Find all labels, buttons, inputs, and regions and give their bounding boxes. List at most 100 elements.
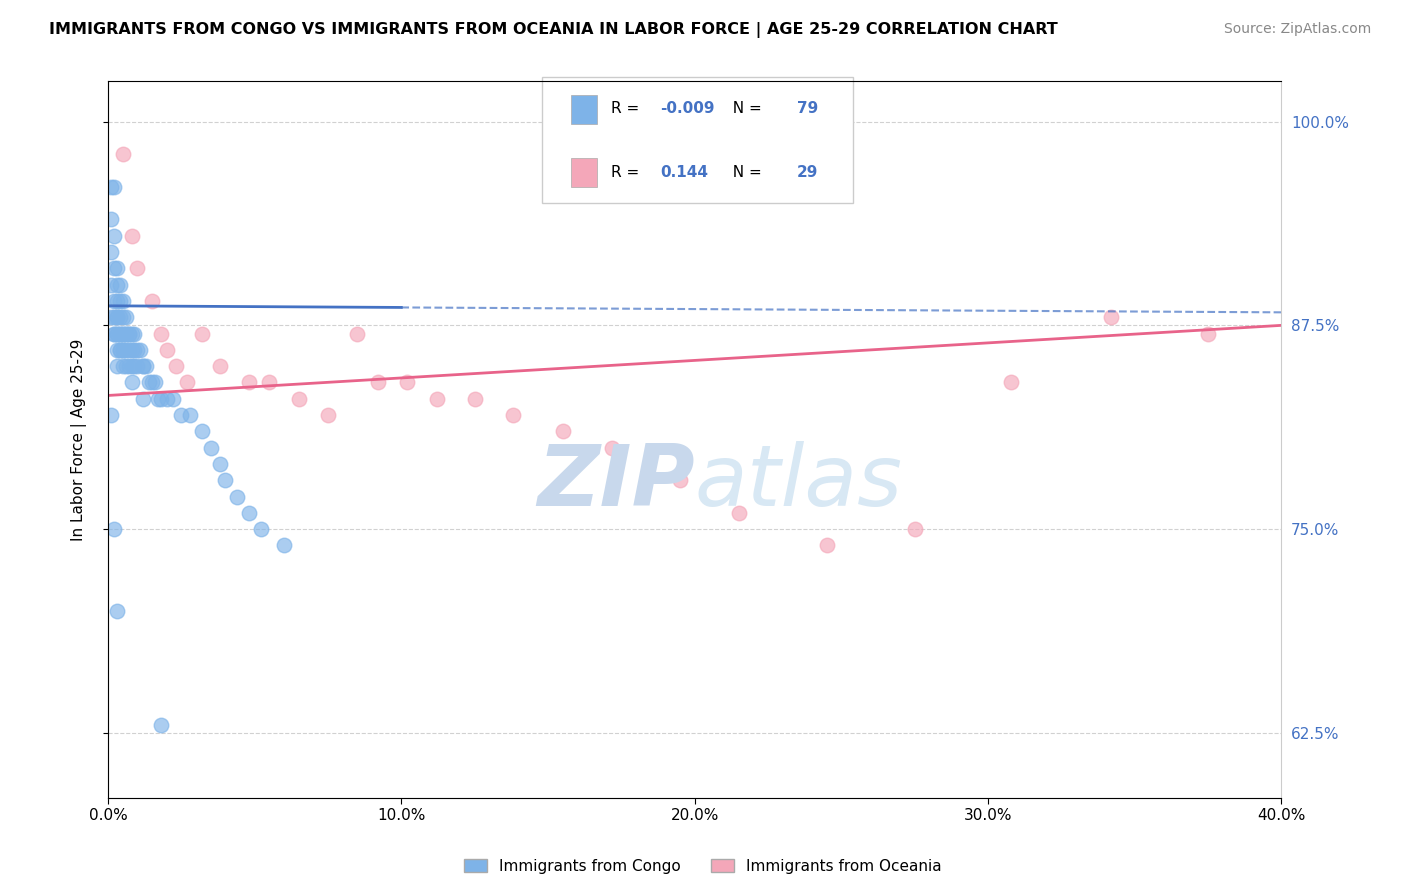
Point <box>176 376 198 390</box>
Point <box>425 392 447 406</box>
Text: 79: 79 <box>797 101 818 116</box>
Bar <box>571 159 598 187</box>
Point <box>132 359 155 373</box>
Point <box>111 310 134 325</box>
Point <box>238 376 260 390</box>
Point <box>105 343 128 357</box>
Point <box>156 392 179 406</box>
Point <box>208 359 231 373</box>
Point <box>141 376 163 390</box>
Point <box>103 522 125 536</box>
Text: 29: 29 <box>797 165 818 180</box>
Point <box>111 293 134 308</box>
Point <box>273 538 295 552</box>
Point <box>103 228 125 243</box>
Point <box>226 490 249 504</box>
Point <box>111 326 134 341</box>
Point <box>162 392 184 406</box>
Point <box>346 326 368 341</box>
Point <box>124 359 146 373</box>
Point <box>105 310 128 325</box>
Point <box>100 277 122 292</box>
Point <box>165 359 187 373</box>
Text: N =: N = <box>723 165 766 180</box>
Point <box>111 343 134 357</box>
Point <box>105 310 128 325</box>
Point <box>156 343 179 357</box>
Point <box>103 326 125 341</box>
Point <box>121 343 143 357</box>
Point <box>114 326 136 341</box>
Point <box>103 179 125 194</box>
Text: R =: R = <box>612 165 644 180</box>
Point <box>105 261 128 276</box>
Point <box>214 473 236 487</box>
Point <box>502 408 524 422</box>
Point <box>287 392 309 406</box>
Point <box>121 376 143 390</box>
Point <box>1000 376 1022 390</box>
Point <box>127 261 149 276</box>
Point <box>602 441 624 455</box>
Point <box>114 326 136 341</box>
Point <box>100 212 122 227</box>
Point <box>135 359 157 373</box>
Point <box>396 376 419 390</box>
Point <box>111 343 134 357</box>
Point <box>114 359 136 373</box>
Text: Source: ZipAtlas.com: Source: ZipAtlas.com <box>1223 22 1371 37</box>
Point <box>367 376 389 390</box>
Point <box>103 293 125 308</box>
Point <box>111 359 134 373</box>
Point <box>127 359 149 373</box>
Point <box>146 392 169 406</box>
Point <box>464 392 486 406</box>
Point <box>124 343 146 357</box>
Point <box>259 376 281 390</box>
Point <box>105 326 128 341</box>
Point <box>143 376 166 390</box>
Point <box>100 310 122 325</box>
Point <box>100 245 122 260</box>
Point <box>208 457 231 471</box>
Legend: Immigrants from Congo, Immigrants from Oceania: Immigrants from Congo, Immigrants from O… <box>458 853 948 880</box>
Point <box>108 326 131 341</box>
Point <box>105 604 128 618</box>
Point <box>105 326 128 341</box>
Point <box>170 408 193 422</box>
Point <box>108 293 131 308</box>
Point <box>179 408 201 422</box>
FancyBboxPatch shape <box>543 78 853 202</box>
Point <box>200 441 222 455</box>
Point <box>149 717 172 731</box>
Point <box>103 310 125 325</box>
Point <box>117 359 139 373</box>
Point <box>1099 310 1122 325</box>
Point <box>815 538 838 552</box>
Point <box>149 326 172 341</box>
Point <box>103 326 125 341</box>
Point <box>316 408 339 422</box>
Bar <box>571 95 598 124</box>
Point <box>114 310 136 325</box>
Point <box>105 293 128 308</box>
Point <box>669 473 692 487</box>
Point <box>551 425 574 439</box>
Point <box>1197 326 1219 341</box>
Point <box>249 522 271 536</box>
Point <box>114 343 136 357</box>
Y-axis label: In Labor Force | Age 25-29: In Labor Force | Age 25-29 <box>72 338 87 541</box>
Point <box>124 326 146 341</box>
Point <box>132 359 155 373</box>
Point <box>903 522 925 536</box>
Text: 0.144: 0.144 <box>661 165 709 180</box>
Point <box>121 228 143 243</box>
Point <box>103 261 125 276</box>
Point <box>238 506 260 520</box>
Point <box>108 343 131 357</box>
Point <box>108 343 131 357</box>
Point <box>105 359 128 373</box>
Point <box>138 376 160 390</box>
Point <box>100 179 122 194</box>
Point <box>108 310 131 325</box>
